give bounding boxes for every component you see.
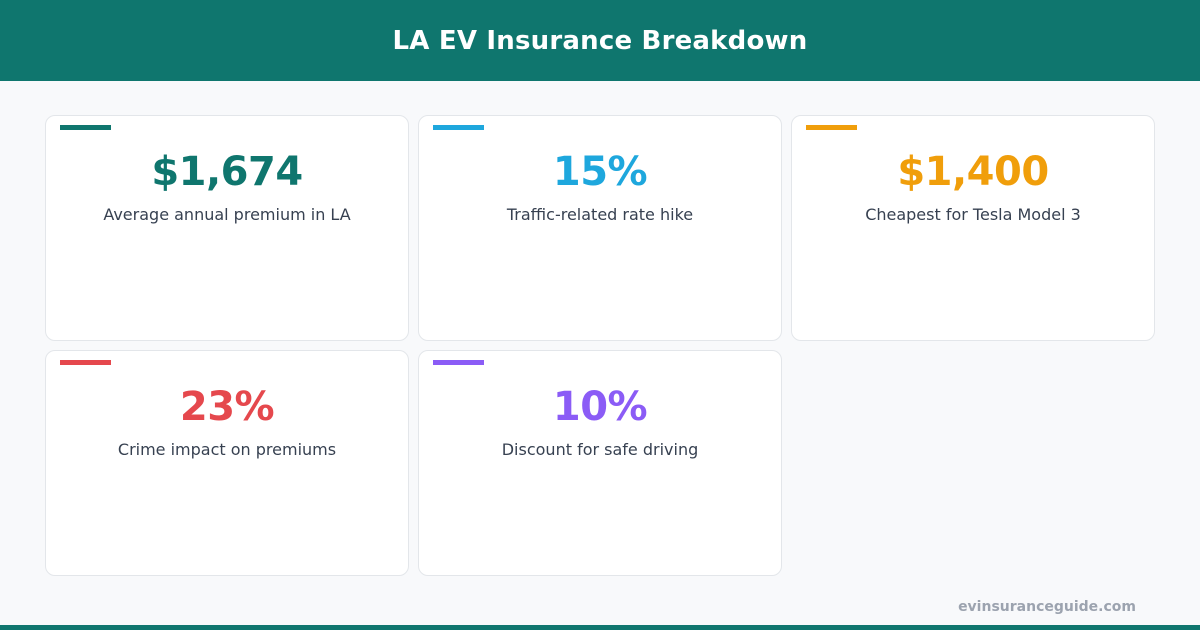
stat-value: $1,674 [151, 149, 303, 195]
stat-label: Crime impact on premiums [117, 440, 337, 459]
stat-value: $1,400 [897, 149, 1049, 195]
stat-card-safe-driving-discount: 10% Discount for safe driving [418, 350, 782, 576]
stat-label: Discount for safe driving [501, 440, 699, 459]
stat-value: 23% [179, 384, 275, 430]
card-accent-bar [60, 360, 111, 365]
header-banner: LA EV Insurance Breakdown [0, 0, 1200, 81]
stat-value: 15% [552, 149, 648, 195]
stat-label: Average annual premium in LA [103, 205, 351, 224]
stat-label: Cheapest for Tesla Model 3 [865, 205, 1081, 224]
page-title: LA EV Insurance Breakdown [392, 25, 808, 56]
card-accent-bar [433, 360, 484, 365]
stat-label: Traffic-related rate hike [506, 205, 694, 224]
stat-card-average-premium: $1,674 Average annual premium in LA [45, 115, 409, 341]
footer-bar [0, 625, 1200, 630]
stat-card-cheapest-tesla: $1,400 Cheapest for Tesla Model 3 [791, 115, 1155, 341]
site-credit: evinsuranceguide.com [958, 599, 1136, 615]
stat-card-traffic-rate-hike: 15% Traffic-related rate hike [418, 115, 782, 341]
card-accent-bar [60, 125, 111, 130]
card-accent-bar [806, 125, 857, 130]
card-accent-bar [433, 125, 484, 130]
stat-card-crime-impact: 23% Crime impact on premiums [45, 350, 409, 576]
stat-value: 10% [552, 384, 648, 430]
